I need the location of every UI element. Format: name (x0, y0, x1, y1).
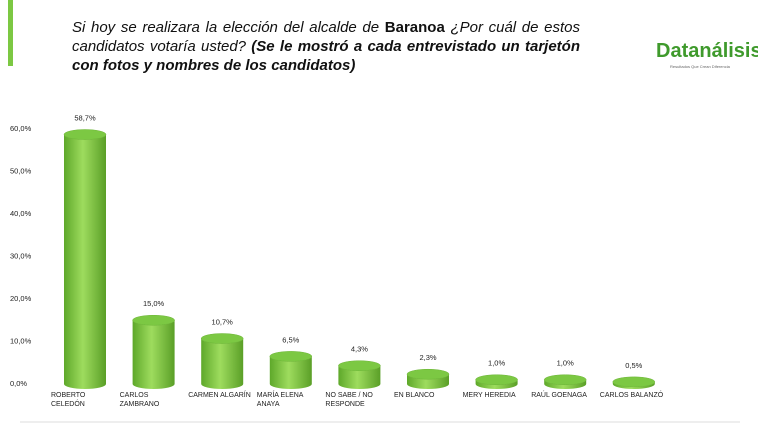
value-label: 2,3% (419, 353, 436, 362)
bar-top (612, 376, 656, 388)
value-label: 4,3% (351, 345, 368, 354)
title-bold: Baranoa (384, 19, 445, 36)
bar (269, 356, 312, 389)
y-tick-label: 50,0% (10, 166, 32, 175)
y-tick-label: 10,0% (10, 336, 32, 345)
tagline: Resultados Que Crean Diferencia (670, 64, 730, 69)
logo: Datanálisis (656, 40, 758, 62)
bar-top (63, 129, 107, 140)
bar (475, 379, 518, 389)
x-tick-label: EN BLANCO (394, 392, 435, 399)
y-tick-label: 20,0% (10, 294, 32, 303)
bar-top (475, 374, 518, 385)
x-tick-label: MERY HEREDIA (462, 392, 516, 399)
y-tick-label: 60,0% (10, 124, 32, 133)
bar (132, 320, 175, 389)
value-label: 58,7% (74, 114, 96, 123)
bar-top (132, 315, 175, 326)
value-label: 1,0% (488, 359, 505, 368)
accent-bar (8, 0, 13, 66)
title: Si hoy se realizara la elección del alca… (72, 18, 580, 75)
x-tick-label: CARLOS BALANZÓ (599, 392, 664, 399)
bar (201, 338, 244, 389)
y-tick-label: 30,0% (10, 251, 32, 260)
x-tick-label: RAÚL GOENAGA (531, 392, 587, 399)
bar-top (406, 368, 450, 380)
value-label: 10,7% (212, 318, 234, 327)
bar (338, 365, 381, 389)
value-label: 15,0% (143, 299, 165, 308)
value-label: 1,0% (557, 359, 574, 368)
x-tick-label: MARÍA ELENA ANAYA (256, 392, 304, 408)
bar (64, 134, 106, 389)
value-label: 6,5% (282, 335, 299, 344)
bar (407, 374, 449, 389)
value-label: 0,5% (625, 361, 642, 370)
title-note: (Se le mostró a cada entrevistado un tar… (72, 38, 581, 74)
bar-top (338, 360, 381, 371)
y-tick-label: 0,0% (10, 379, 27, 388)
y-tick-label: 40,0% (10, 209, 32, 218)
bar-top (269, 351, 313, 362)
bar-top (200, 333, 244, 344)
bar (544, 379, 587, 389)
bar-top (543, 374, 587, 385)
x-tick-label: CARLOS ZAMBRANO (119, 392, 160, 408)
x-tick-label: NO SABE / NO RESPONDE (325, 392, 373, 408)
x-tick-label: ROBERTO CELEDÓN (51, 392, 86, 408)
x-tick-label: CARMEN ALGARÍN (188, 392, 251, 399)
bar (612, 381, 655, 389)
title-text: Si hoy se realizara la elección del alca… (72, 19, 385, 36)
title-text: ¿Por cuál de estos candidatos votaría us… (72, 19, 580, 55)
